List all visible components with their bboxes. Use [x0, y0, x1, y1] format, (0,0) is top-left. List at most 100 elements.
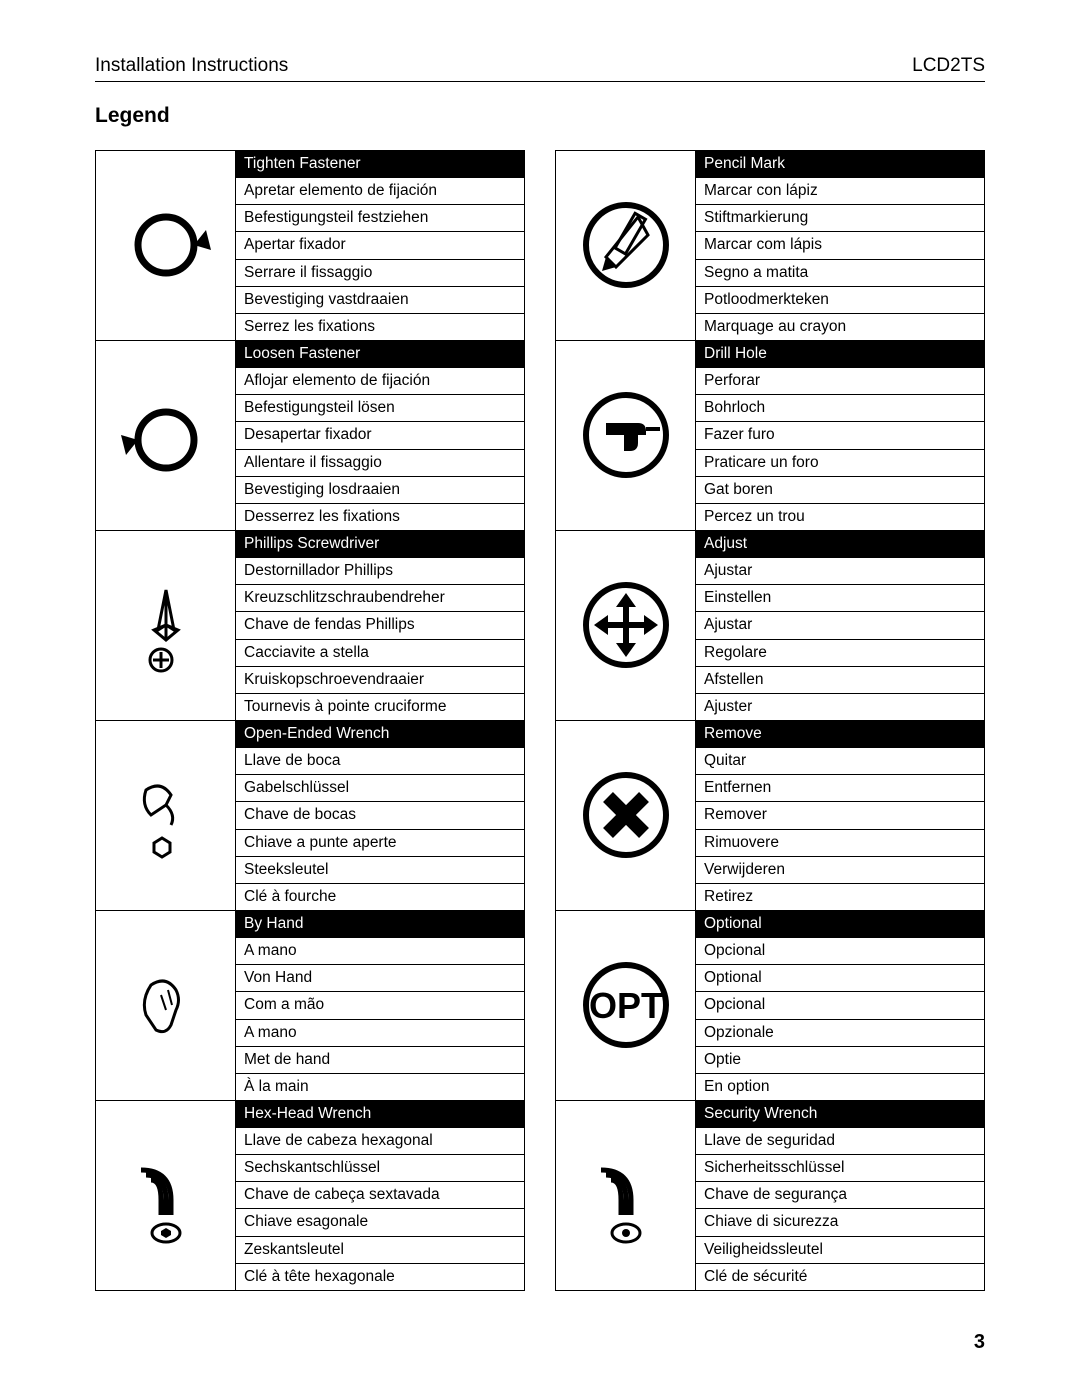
text-cell: Open-Ended WrenchLlave de bocaGabelschlü… — [236, 721, 524, 910]
legend-translation: Retirez — [696, 884, 984, 910]
legend-block: OptionalOpcionalOptionalOpcionalOpzional… — [555, 910, 985, 1100]
legend-translation: Regolare — [696, 640, 984, 667]
legend-translation: Clé de sécurité — [696, 1264, 984, 1290]
legend-head: Hex-Head Wrench — [236, 1101, 524, 1128]
legend-translation: Ajustar — [696, 558, 984, 585]
text-cell: Phillips ScrewdriverDestornillador Phill… — [236, 531, 524, 720]
legend-translation: Marquage au crayon — [696, 314, 984, 340]
header: Installation Instructions LCD2TS — [95, 55, 985, 82]
legend-translation: Kreuzschlitzschraubendreher — [236, 585, 524, 612]
loosen-icon — [96, 341, 236, 530]
text-cell: Pencil MarkMarcar con lápizStiftmarkieru… — [696, 151, 984, 340]
legend-translation: Chave de fendas Phillips — [236, 612, 524, 639]
legend-translation: Segno a matita — [696, 260, 984, 287]
legend-head: By Hand — [236, 911, 524, 938]
legend-translation: Remover — [696, 802, 984, 829]
legend-translation: Com a mão — [236, 992, 524, 1019]
legend-translation: Einstellen — [696, 585, 984, 612]
legend-block: Loosen FastenerAflojar elemento de fijac… — [95, 340, 525, 530]
page: Installation Instructions LCD2TS Legend … — [0, 0, 1080, 1394]
legend-translation: Stiftmarkierung — [696, 205, 984, 232]
legend-translation: Fazer furo — [696, 422, 984, 449]
legend-translation: A mano — [236, 938, 524, 965]
legend-translation: Chiave esagonale — [236, 1209, 524, 1236]
legend-head: Adjust — [696, 531, 984, 558]
legend-translation: Bevestiging vastdraaien — [236, 287, 524, 314]
hexwrench-icon — [96, 1101, 236, 1290]
legend-translation: Von Hand — [236, 965, 524, 992]
legend-head: Open-Ended Wrench — [236, 721, 524, 748]
legend-head: Remove — [696, 721, 984, 748]
legend-translation: Zeskantsleutel — [236, 1237, 524, 1264]
text-cell: By HandA manoVon HandCom a mãoA manoMet … — [236, 911, 524, 1100]
wrench-icon — [96, 721, 236, 910]
legend-translation: Gabelschlüssel — [236, 775, 524, 802]
legend-translation: Chave de segurança — [696, 1182, 984, 1209]
legend-translation: Ajustar — [696, 612, 984, 639]
legend-translation: Chiave di sicurezza — [696, 1209, 984, 1236]
text-cell: Tighten FastenerApretar elemento de fija… — [236, 151, 524, 340]
adjust-icon — [556, 531, 696, 720]
legend-block: RemoveQuitarEntfernenRemoverRimuovereVer… — [555, 720, 985, 910]
legend-translation: Potloodmerkteken — [696, 287, 984, 314]
legend-translation: Clé à tête hexagonale — [236, 1264, 524, 1290]
legend-block: By HandA manoVon HandCom a mãoA manoMet … — [95, 910, 525, 1100]
legend-translation: Apertar fixador — [236, 232, 524, 259]
column: Tighten FastenerApretar elemento de fija… — [95, 150, 525, 1291]
legend-translation: Tournevis à pointe cruciforme — [236, 694, 524, 720]
legend-translation: Optie — [696, 1047, 984, 1074]
phillips-icon — [96, 531, 236, 720]
text-cell: RemoveQuitarEntfernenRemoverRimuovereVer… — [696, 721, 984, 910]
legend-block: Phillips ScrewdriverDestornillador Phill… — [95, 530, 525, 720]
legend-translation: Bohrloch — [696, 395, 984, 422]
legend-translation: Opzionale — [696, 1020, 984, 1047]
column: Pencil MarkMarcar con lápizStiftmarkieru… — [555, 150, 985, 1291]
legend-translation: En option — [696, 1074, 984, 1100]
pencil-icon — [556, 151, 696, 340]
legend-head: Phillips Screwdriver — [236, 531, 524, 558]
legend-block: Tighten FastenerApretar elemento de fija… — [95, 150, 525, 340]
hand-icon — [96, 911, 236, 1100]
page-number: 3 — [95, 1331, 985, 1354]
legend-translation: Apretar elemento de fijación — [236, 178, 524, 205]
legend-translation: Llave de boca — [236, 748, 524, 775]
text-cell: Hex-Head WrenchLlave de cabeza hexagonal… — [236, 1101, 524, 1290]
legend-translation: Veiligheidssleutel — [696, 1237, 984, 1264]
legend-translation: Chave de bocas — [236, 802, 524, 829]
legend-title: Legend — [95, 104, 985, 128]
remove-icon — [556, 721, 696, 910]
legend-translation: Desapertar fixador — [236, 422, 524, 449]
legend-translation: Rimuovere — [696, 830, 984, 857]
legend-translation: Marcar con lápiz — [696, 178, 984, 205]
legend-translation: Befestigungsteil lösen — [236, 395, 524, 422]
legend-head: Tighten Fastener — [236, 151, 524, 178]
text-cell: OptionalOpcionalOptionalOpcionalOpzional… — [696, 911, 984, 1100]
legend-translation: Aflojar elemento de fijación — [236, 368, 524, 395]
header-left: Installation Instructions — [95, 55, 288, 77]
legend-head: Loosen Fastener — [236, 341, 524, 368]
legend-head: Security Wrench — [696, 1101, 984, 1128]
legend-translation: Serrare il fissaggio — [236, 260, 524, 287]
legend-translation: A mano — [236, 1020, 524, 1047]
legend-translation: Clé à fourche — [236, 884, 524, 910]
legend-translation: Kruiskopschroevendraaier — [236, 667, 524, 694]
text-cell: Drill HolePerforarBohrlochFazer furoPrat… — [696, 341, 984, 530]
legend-translation: Sechskantschlüssel — [236, 1155, 524, 1182]
header-right: LCD2TS — [912, 55, 985, 77]
legend-block: Security WrenchLlave de seguridadSicherh… — [555, 1100, 985, 1291]
text-cell: Security WrenchLlave de seguridadSicherh… — [696, 1101, 984, 1290]
legend-translation: Chave de cabeça sextavada — [236, 1182, 524, 1209]
legend-translation: Destornillador Phillips — [236, 558, 524, 585]
legend-translation: Perforar — [696, 368, 984, 395]
legend-translation: Met de hand — [236, 1047, 524, 1074]
legend-block: Open-Ended WrenchLlave de bocaGabelschlü… — [95, 720, 525, 910]
legend-translation: Allentare il fissaggio — [236, 450, 524, 477]
optional-icon — [556, 911, 696, 1100]
legend-block: Drill HolePerforarBohrlochFazer furoPrat… — [555, 340, 985, 530]
drill-icon — [556, 341, 696, 530]
legend-translation: Afstellen — [696, 667, 984, 694]
legend-head: Pencil Mark — [696, 151, 984, 178]
legend-block: Hex-Head WrenchLlave de cabeza hexagonal… — [95, 1100, 525, 1291]
legend-translation: Sicherheitsschlüssel — [696, 1155, 984, 1182]
legend-translation: Quitar — [696, 748, 984, 775]
